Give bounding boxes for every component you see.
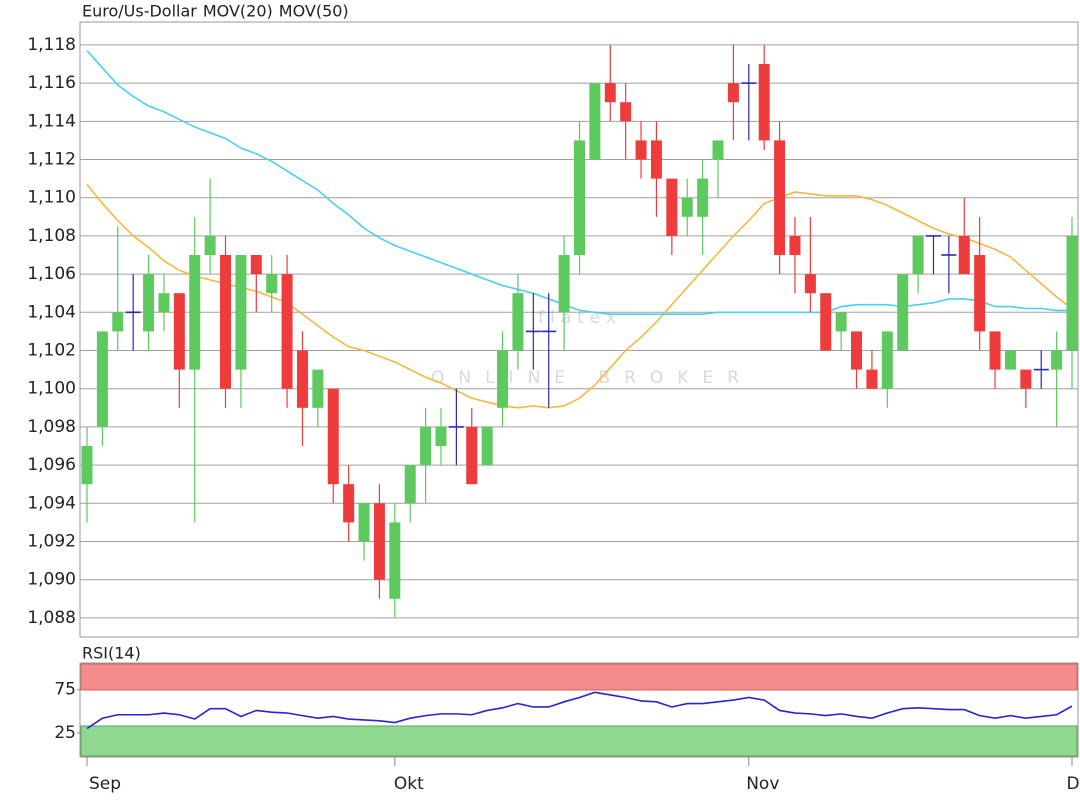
candle-body xyxy=(81,446,93,485)
candle-body xyxy=(512,293,524,351)
candle-body xyxy=(189,255,201,370)
y-tick-label: 25 xyxy=(54,723,76,743)
candle-body xyxy=(774,140,786,256)
candle-body xyxy=(851,331,863,370)
candle-body xyxy=(220,255,232,389)
candle-body xyxy=(266,274,278,294)
y-tick-label: 1,116 xyxy=(27,73,76,93)
candle-body xyxy=(635,140,647,160)
candle-body xyxy=(250,255,262,275)
y-tick-label: 1,100 xyxy=(27,379,76,399)
candle-body xyxy=(881,331,893,389)
candle-body xyxy=(281,274,293,389)
candle-body xyxy=(497,350,509,408)
candle-body xyxy=(235,255,247,370)
x-tick-label: Sep xyxy=(89,774,121,794)
watermark-tagline: ONLINE BROKER xyxy=(431,368,753,388)
candle-body xyxy=(389,522,401,599)
candle-body xyxy=(697,178,709,217)
candle-body xyxy=(804,274,816,294)
candle-body xyxy=(712,140,724,160)
candle-body xyxy=(681,197,693,217)
candle-body xyxy=(435,426,447,447)
candle-body xyxy=(96,331,108,427)
candle-body xyxy=(727,83,739,103)
candle-body xyxy=(958,235,970,275)
candle-body xyxy=(373,503,385,580)
candle-body xyxy=(589,83,601,160)
y-tick-label: 75 xyxy=(54,680,76,700)
candle-body xyxy=(420,426,432,466)
y-tick-label: 1,108 xyxy=(27,226,76,246)
candle-body xyxy=(558,255,570,313)
y-tick-label: 1,118 xyxy=(27,35,76,55)
legend-entry: Euro/Us-Dollar xyxy=(82,2,197,21)
candle-body xyxy=(1020,369,1032,389)
y-tick-label: 1,098 xyxy=(27,417,76,437)
candle-body xyxy=(620,102,632,122)
candle-body xyxy=(604,83,616,103)
candle-body xyxy=(574,140,585,256)
x-tick-label: D xyxy=(1066,774,1079,794)
candle-body xyxy=(466,426,478,485)
candle-body xyxy=(327,388,339,485)
y-tick-label: 1,102 xyxy=(27,341,76,361)
candle-body xyxy=(158,293,170,313)
y-tick-label: 1,092 xyxy=(27,532,76,552)
candle-body xyxy=(650,140,662,179)
legend-entry: RSI(14) xyxy=(82,644,141,663)
candle-body xyxy=(974,255,986,332)
y-tick-label: 1,112 xyxy=(27,150,76,170)
candle-body xyxy=(1066,235,1078,351)
candle-body xyxy=(173,293,185,370)
candle-body xyxy=(820,293,832,351)
x-tick-label: Okt xyxy=(394,774,424,794)
candle-body xyxy=(1004,350,1016,370)
overbought-zone xyxy=(80,663,1078,691)
line-series xyxy=(86,183,1073,409)
candle-body xyxy=(404,465,416,504)
candle-body xyxy=(789,235,801,256)
candle-body xyxy=(481,426,493,466)
candle-body xyxy=(112,312,124,332)
candle-body xyxy=(1051,350,1063,370)
legend-entry: MOV(20) xyxy=(203,2,273,21)
candle-body xyxy=(758,64,770,141)
candle-body xyxy=(866,369,878,389)
legend-entry: MOV(50) xyxy=(279,2,349,21)
oversold-zone xyxy=(80,725,1078,757)
candle-body xyxy=(143,274,155,332)
y-tick-label: 1,110 xyxy=(27,188,76,208)
y-tick-label: 1,094 xyxy=(27,493,76,513)
candle-body xyxy=(343,484,355,523)
candle-body xyxy=(989,331,1001,370)
candle-body xyxy=(204,235,216,256)
y-tick-label: 1,114 xyxy=(27,111,76,131)
y-tick-label: 1,090 xyxy=(27,570,76,590)
candle-body xyxy=(296,350,308,408)
x-tick-label: Nov xyxy=(746,774,779,794)
candle-body xyxy=(666,178,678,236)
y-tick-label: 1,096 xyxy=(27,455,76,475)
y-tick-label: 1,106 xyxy=(27,264,76,284)
line-series xyxy=(86,691,1073,730)
candle-body xyxy=(835,312,847,332)
candle-body xyxy=(912,235,924,275)
candle-body xyxy=(358,503,370,542)
candle-body xyxy=(897,274,909,351)
y-tick-label: 1,104 xyxy=(27,302,76,322)
y-tick-label: 1,088 xyxy=(27,608,76,628)
candle-body xyxy=(312,369,324,408)
